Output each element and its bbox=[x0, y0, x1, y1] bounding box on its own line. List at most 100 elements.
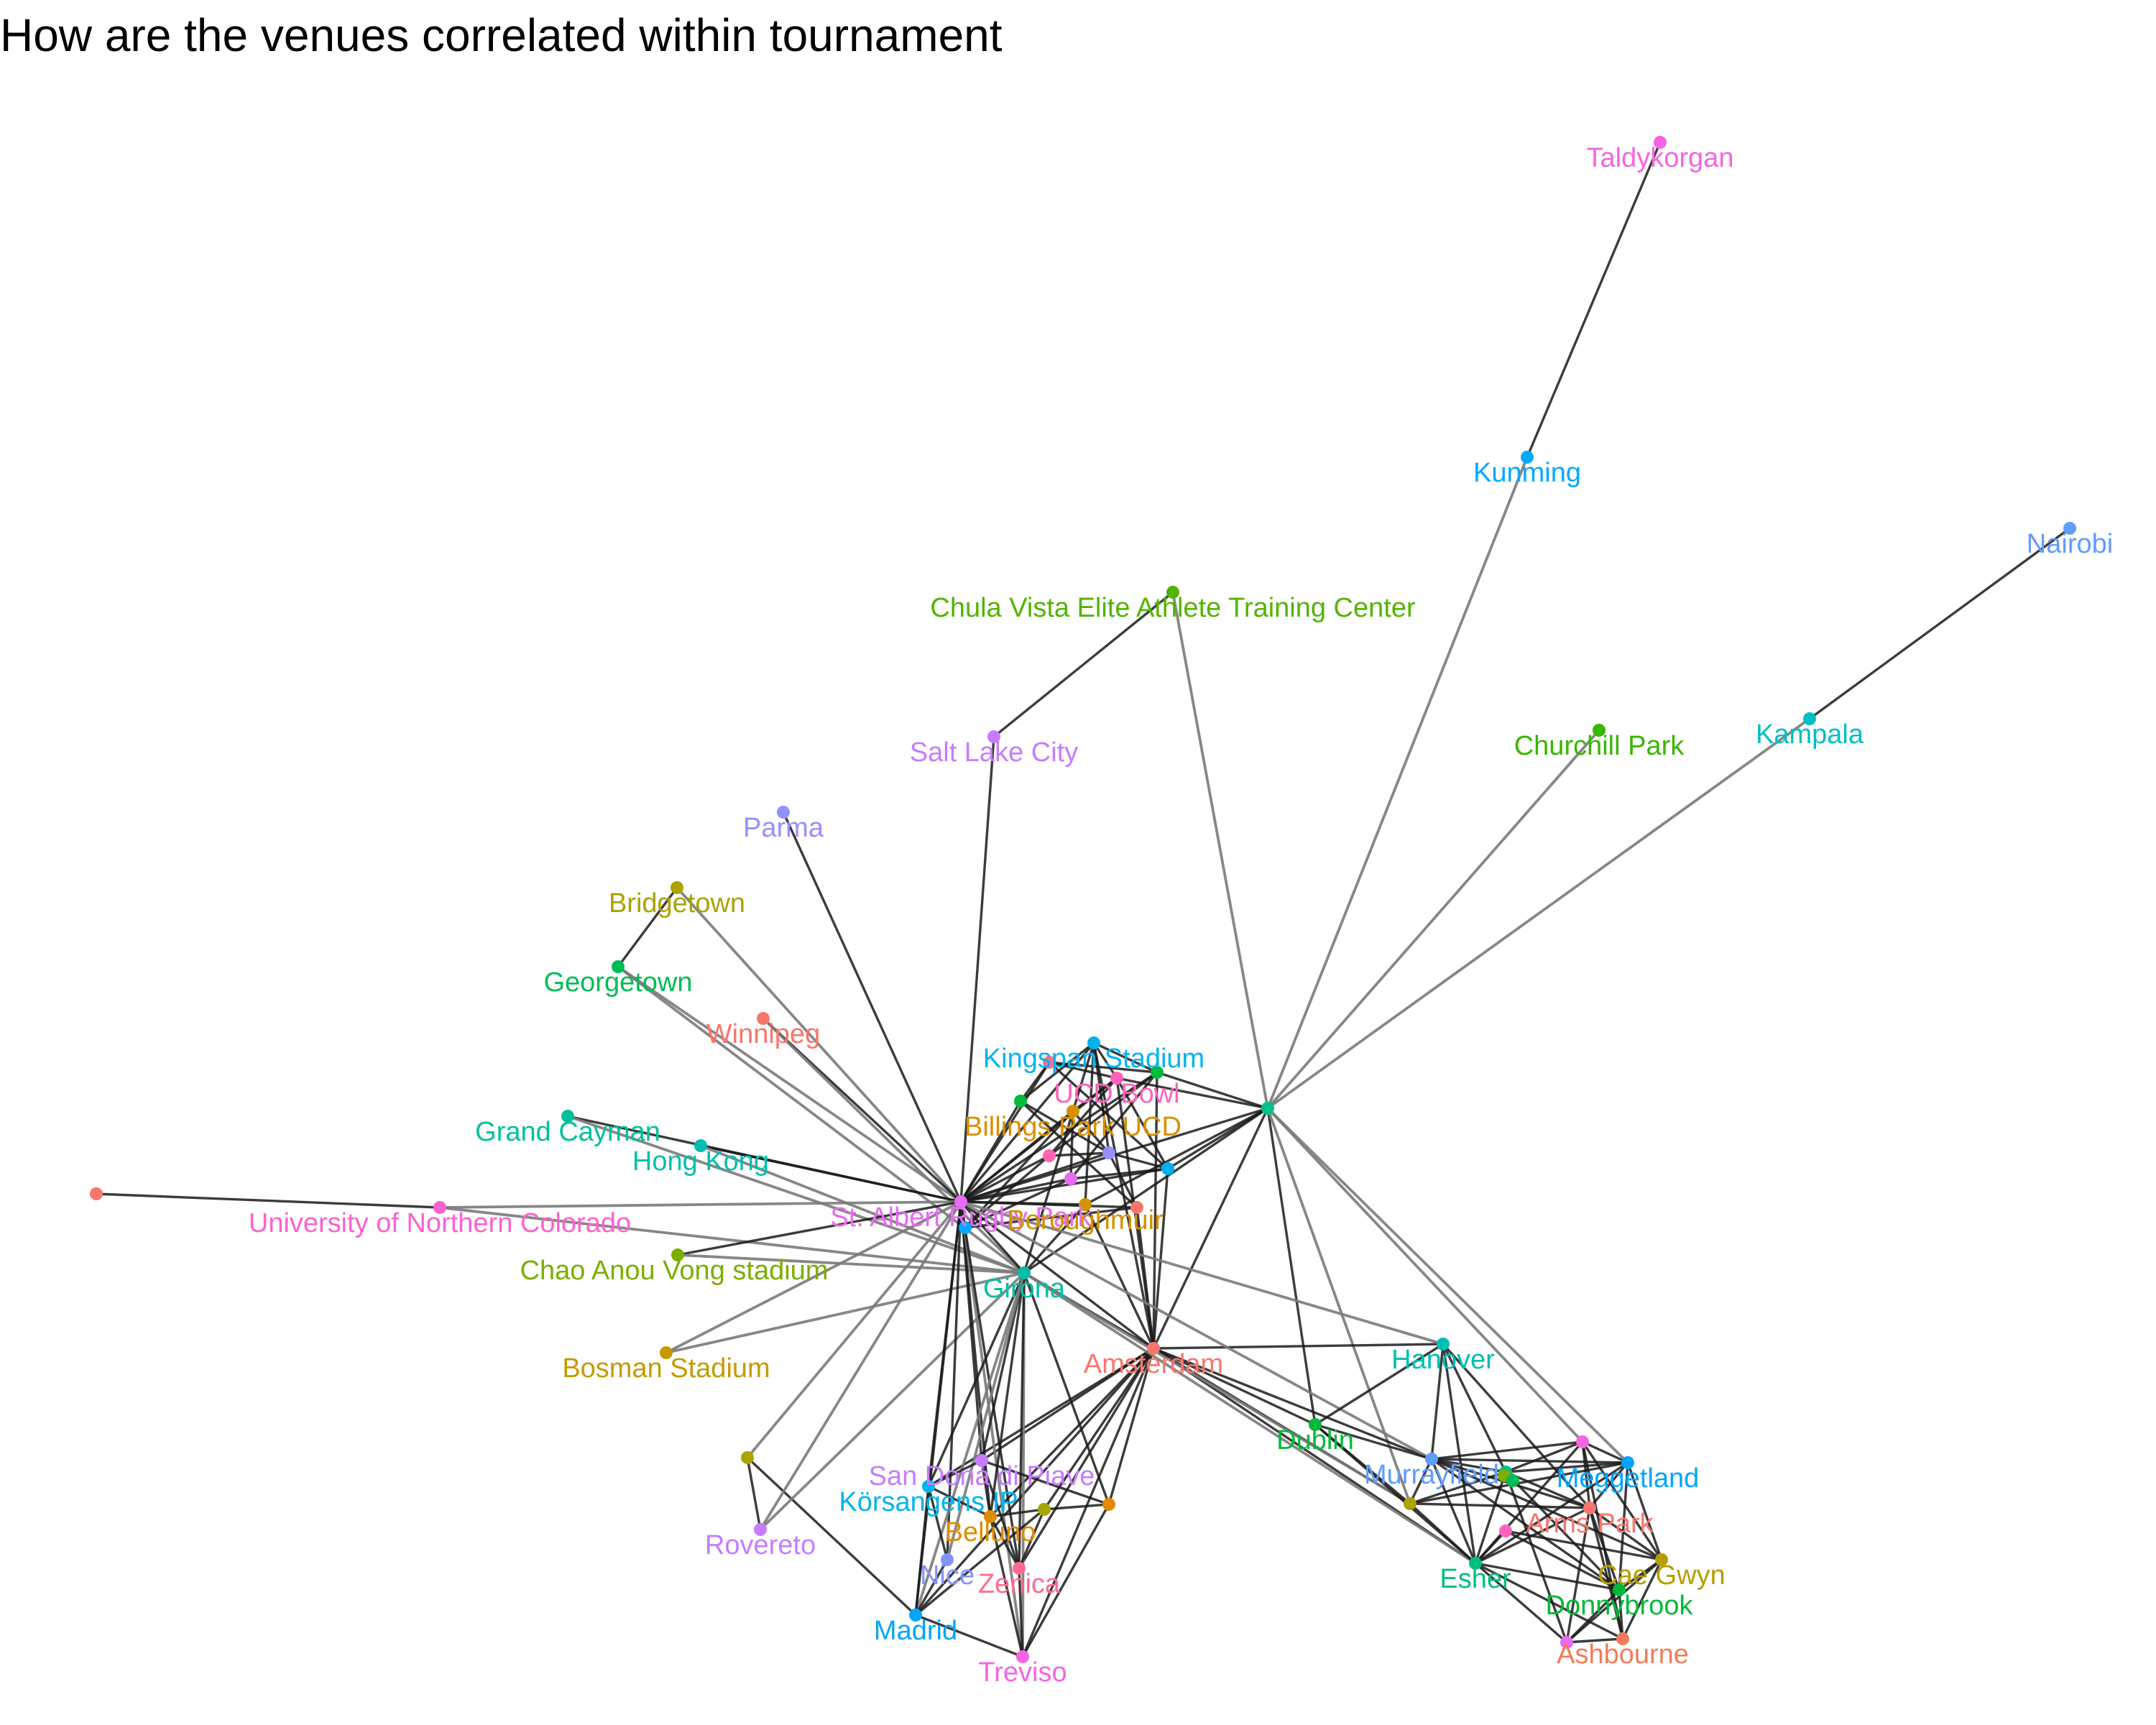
edge-s1-Esher bbox=[1409, 1502, 1477, 1565]
node-Esher bbox=[1469, 1557, 1482, 1570]
node-label-Taldykorgan: Taldykorgan bbox=[1587, 143, 1734, 173]
edge-Georgetown-Girona bbox=[617, 965, 1026, 1274]
node-s1 bbox=[1404, 1497, 1416, 1510]
edge-c4-c8 bbox=[964, 1154, 1051, 1229]
node-label-SanDona: San Donà di Piave bbox=[869, 1461, 1095, 1491]
edge-c2-c3 bbox=[1049, 1061, 1158, 1074]
edge-Amsterdam-Hanover bbox=[1153, 1343, 1444, 1350]
node-Taldykorgan bbox=[1654, 136, 1667, 149]
node-label-Nairobi: Nairobi bbox=[2027, 529, 2113, 559]
node-ChulaVista bbox=[1166, 586, 1179, 599]
edge-s3-Ashbourne bbox=[1581, 1441, 1624, 1639]
node-label-Winnipeg: Winnipeg bbox=[706, 1019, 820, 1049]
edge-Boroughmuir-Girona bbox=[1023, 1203, 1087, 1274]
edge-Hub-s1 bbox=[1266, 1108, 1411, 1504]
edge-s2-Esher bbox=[1474, 1471, 1507, 1564]
edge-Hub-Boroughmuir bbox=[1084, 1107, 1268, 1206]
node-label-ChaoAnouVong: Chao Anou Vong stadium bbox=[520, 1256, 829, 1286]
node-label-HongKong: Hong Kong bbox=[632, 1146, 769, 1177]
edge-StAlbert-Kingspan bbox=[959, 1041, 1095, 1203]
edge-s2-ArmsPark bbox=[1505, 1471, 1590, 1509]
node-HongKong bbox=[694, 1139, 707, 1152]
edge-Boroughmuir-Amsterdam bbox=[1084, 1204, 1155, 1349]
edge-Dublin-Murrayfield bbox=[1314, 1423, 1432, 1460]
edge-Murrayfield-s1 bbox=[1409, 1458, 1433, 1504]
edge-Meggetland-ArmsPark bbox=[1588, 1461, 1629, 1509]
edge-Kingspan-Amsterdam bbox=[1092, 1042, 1155, 1349]
edge-s6-EastOrange bbox=[1044, 1503, 1110, 1511]
edge-s8-CaeGwyn bbox=[1505, 1530, 1662, 1561]
node-label-Belluno: Belluno bbox=[945, 1517, 1036, 1547]
edge-UCDBowl-c6 bbox=[1115, 1077, 1169, 1169]
edge-Hub-UCDBowl bbox=[1116, 1077, 1268, 1110]
node-Korsangens bbox=[922, 1480, 935, 1493]
node-Ashbourne bbox=[1616, 1632, 1629, 1645]
node-label-SaltLakeCity: Salt Lake City bbox=[910, 737, 1078, 768]
edge-ArmsPark-s7 bbox=[1565, 1507, 1591, 1643]
edge-Bridgetown-StAlbert bbox=[676, 886, 962, 1203]
edge-Korsangens-Belluno bbox=[928, 1485, 991, 1518]
edge-GrandCayman-Girona bbox=[567, 1115, 1025, 1274]
edge-Hub-c6 bbox=[1167, 1107, 1268, 1170]
edge-StAlbert-Murrayfield bbox=[960, 1200, 1432, 1460]
node-label-StAlbert: St. Albert Rugby Park bbox=[830, 1202, 1092, 1233]
edge-Hanover-ArmsPark bbox=[1442, 1343, 1591, 1509]
node-c1 bbox=[1014, 1095, 1027, 1108]
edge-Amsterdam-Dublin bbox=[1153, 1347, 1316, 1426]
node-label-Donnybrook: Donnybrook bbox=[1546, 1591, 1694, 1621]
edge-s8-Donnybrook bbox=[1505, 1530, 1620, 1591]
edge-c1-c5 bbox=[1020, 1100, 1110, 1154]
edge-Murrayfield-s2 bbox=[1431, 1458, 1506, 1473]
edge-Amsterdam-Zenica bbox=[1018, 1348, 1155, 1569]
edge-BosmanStadium-Girona bbox=[665, 1271, 1025, 1354]
edge-Girona-Esher bbox=[1023, 1271, 1477, 1565]
edge-Hanover-Murrayfield bbox=[1430, 1343, 1445, 1460]
edge-CaeGwyn-Ashbourne bbox=[1621, 1559, 1663, 1639]
edge-UCDBowl-c2 bbox=[1049, 1061, 1118, 1080]
edge-Meggetland-Donnybrook bbox=[1618, 1462, 1629, 1591]
edge-BillingsPark-Girona bbox=[1023, 1110, 1074, 1274]
edge-Hanover-Dublin bbox=[1314, 1343, 1444, 1426]
edge-Belluno-Treviso bbox=[989, 1516, 1024, 1657]
node-SanDona bbox=[975, 1454, 988, 1467]
edge-Kingspan-c3 bbox=[1093, 1041, 1158, 1074]
node-label-UCDBowl: UCD Bowl bbox=[1054, 1079, 1179, 1109]
node-Winnipeg bbox=[757, 1012, 770, 1025]
edge-Korsangens-Madrid bbox=[914, 1486, 930, 1616]
node-ArmsPark bbox=[1583, 1501, 1596, 1514]
edge-StAlbert-c4 bbox=[960, 1154, 1050, 1203]
node-Kingspan bbox=[1087, 1036, 1100, 1049]
edge-ArmsPark-CaeGwyn bbox=[1589, 1506, 1662, 1561]
edge-LeftOlive-Madrid bbox=[746, 1456, 917, 1616]
node-c3 bbox=[1151, 1066, 1164, 1079]
node-Amsterdam bbox=[1147, 1342, 1160, 1355]
edge-BillingsPark-c5 bbox=[1072, 1110, 1110, 1154]
edge-ChulaVista-Hub bbox=[1171, 592, 1269, 1109]
node-BillingsPark bbox=[1067, 1105, 1079, 1118]
edge-Nice-Madrid bbox=[914, 1559, 949, 1616]
edge-Amsterdam-s6 bbox=[1043, 1348, 1155, 1510]
edge-ChurchillPark-Hub bbox=[1266, 729, 1600, 1110]
edge-s7-Ashbourne bbox=[1566, 1637, 1623, 1644]
edge-Madrid-s6 bbox=[914, 1508, 1046, 1616]
edge-StAlbert-Girona bbox=[959, 1200, 1026, 1274]
node-Georgetown bbox=[612, 960, 625, 973]
node-label-Treviso: Treviso bbox=[978, 1657, 1067, 1688]
edge-Murrayfield-Esher bbox=[1430, 1458, 1477, 1564]
chart-title: How are the venues correlated within tou… bbox=[0, 9, 1003, 61]
edge-Girona-Zenica bbox=[1018, 1272, 1026, 1569]
edge-StAlbert-c2 bbox=[959, 1062, 1051, 1202]
node-LeftOlive bbox=[741, 1451, 754, 1464]
edge-Girona-Nice bbox=[946, 1272, 1026, 1560]
label-layer: Taldykorgan Kunming Nairobi Chula Vista Eli… bbox=[249, 143, 2113, 1688]
node-c4 bbox=[1043, 1149, 1056, 1162]
edge-UCDBowl-c4 bbox=[1048, 1077, 1118, 1157]
edge-Esher-Ashbourne bbox=[1475, 1562, 1623, 1640]
node-Kampala bbox=[1803, 712, 1816, 725]
node-Boroughmuir bbox=[1079, 1198, 1092, 1211]
node-EastOrange bbox=[1102, 1498, 1115, 1511]
node-Dublin bbox=[1309, 1418, 1322, 1431]
node-s5 bbox=[1506, 1474, 1519, 1487]
node-CaeGwyn bbox=[1655, 1553, 1668, 1566]
